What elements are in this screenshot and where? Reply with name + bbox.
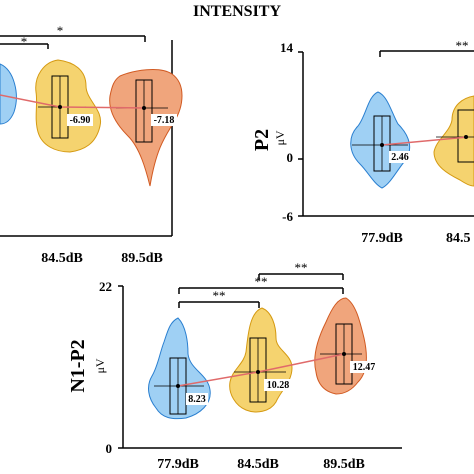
violin-n1-77.9: [0, 63, 17, 125]
violin-p2-77.9: [350, 91, 411, 189]
ytick-p2-neg6: -6: [282, 209, 293, 224]
ytick-n1p2-0: 0: [106, 441, 113, 456]
mean-label-n1p2-77.9: 8.23: [188, 394, 206, 405]
sig-label-n1p2-3: **: [255, 274, 268, 289]
xtick-n1p2-77.9: 77.9dB: [157, 457, 199, 472]
mean-label-n1p2-84.5: 10.28: [267, 380, 290, 391]
mean-label-p2-77.9: 2.46: [391, 152, 409, 163]
xtick-n1p2-84.5: 84.5dB: [237, 457, 279, 472]
sig-label-n1p2-1: **: [213, 288, 226, 303]
mean-point-p2-77.9: [380, 143, 384, 147]
panel-n1: * * -6.90 -7.18 84.5dB 89.5dB: [0, 23, 183, 266]
mean-line-p2: [381, 136, 469, 146]
xtick-p2-77.9: 77.9dB: [361, 231, 403, 246]
figure-title: INTENSITY: [193, 3, 281, 20]
ytick-p2-14: 14: [280, 40, 294, 55]
mean-point-n1p2-89.5: [342, 352, 346, 356]
yunit-n1p2: μV: [93, 358, 107, 373]
xtick-p2-84.5: 84.5: [446, 231, 471, 246]
mean-point-n1-84.5: [58, 105, 62, 109]
mean-point-p2-84.5: [464, 135, 468, 139]
sig-label-n1p2-2: **: [295, 260, 308, 275]
ytick-n1p2-22: 22: [99, 279, 112, 294]
ylabel-n1p2: N1-P2: [67, 339, 89, 392]
violin-n1p2-84.5: [229, 307, 293, 413]
violin-n1-89.5: [109, 69, 183, 187]
sig-label-n1-1: *: [21, 34, 28, 49]
mean-label-n1p2-89.5: 12.47: [353, 362, 376, 373]
mean-point-n1p2-77.9: [176, 384, 180, 388]
violin-p2-84.5: [433, 95, 474, 187]
violin-n1p2-89.5: [314, 297, 367, 395]
xtick-n1p2-89.5: 89.5dB: [323, 457, 365, 472]
xtick-n1-89.5: 89.5dB: [121, 251, 163, 266]
mean-label-n1-89.5: -7.18: [154, 115, 175, 126]
box-p2-84.5: [457, 109, 474, 163]
mean-point-n1p2-84.5: [256, 370, 260, 374]
mean-point-n1-89.5: [142, 106, 146, 110]
ylabel-p2: P2: [251, 129, 273, 151]
panel-p2: 14 0 -6 P2 μV ** 2.46 77.9dB 84.5: [251, 38, 474, 246]
sig-label-n1-2: *: [57, 23, 64, 38]
ytick-p2-0: 0: [287, 150, 294, 165]
panel-n1p2: 22 0 N1-P2 μV ** ** **: [67, 260, 402, 472]
mean-label-n1-84.5: -6.90: [70, 115, 91, 126]
yunit-p2: μV: [273, 130, 287, 145]
xtick-n1-84.5: 84.5dB: [41, 251, 83, 266]
sig-label-p2-1: **: [456, 38, 469, 53]
